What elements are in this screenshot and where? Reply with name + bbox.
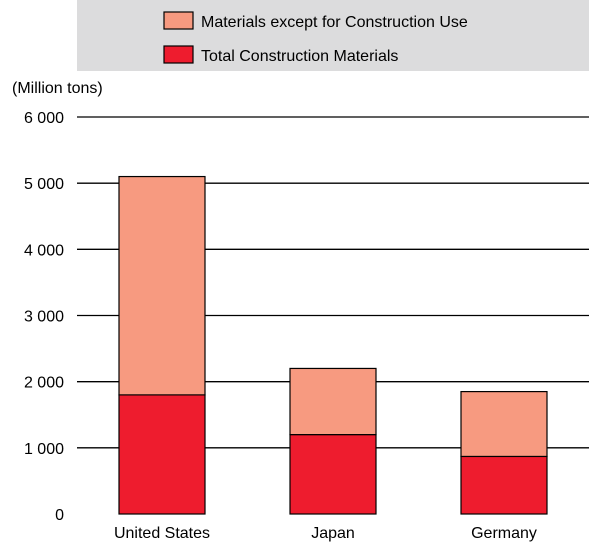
y-tick-label: 0 [55,507,64,524]
y-tick-label: 6 000 [24,110,64,127]
bar-total-construction [118,394,206,515]
y-tick-label: 2 000 [24,375,64,392]
legend-label-total-construction: Total Construction Materials [201,48,398,65]
y-tick-label: 1 000 [24,441,64,458]
bar-total-construction [460,455,548,515]
x-tick-label: United States [114,525,210,542]
bar-materials-except-construction [460,390,548,458]
legend-label-materials-except-construction: Materials except for Construction Use [201,14,468,31]
y-tick-labels: 0 1 000 2 000 3 000 4 000 5 000 6 000 [24,110,64,524]
legend-swatch-materials-except-construction [163,11,194,30]
x-tick-label: Japan [311,525,355,542]
y-tick-label: 5 000 [24,176,64,193]
bar-materials-except-construction [289,367,377,436]
x-tick-label: Germany [471,525,537,542]
y-axis-label: (Million tons) [12,80,103,97]
legend-background [77,0,589,71]
y-tick-label: 3 000 [24,309,64,326]
legend: Materials except for Construction Use To… [77,0,589,71]
bar-total-construction [289,434,377,515]
legend-swatch-total-construction [163,45,194,64]
x-tick-labels: United States Japan Germany [114,525,537,542]
bars [118,175,548,515]
y-tick-label: 4 000 [24,242,64,259]
bar-materials-except-construction [118,175,206,396]
